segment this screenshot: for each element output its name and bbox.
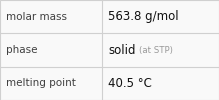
Text: phase: phase: [6, 45, 38, 55]
Text: solid: solid: [108, 44, 136, 56]
Text: 40.5 °C: 40.5 °C: [108, 77, 152, 90]
Text: melting point: melting point: [6, 78, 76, 88]
Text: (at STP): (at STP): [139, 46, 172, 54]
Text: 563.8 g/mol: 563.8 g/mol: [108, 10, 179, 23]
Text: molar mass: molar mass: [6, 12, 67, 22]
